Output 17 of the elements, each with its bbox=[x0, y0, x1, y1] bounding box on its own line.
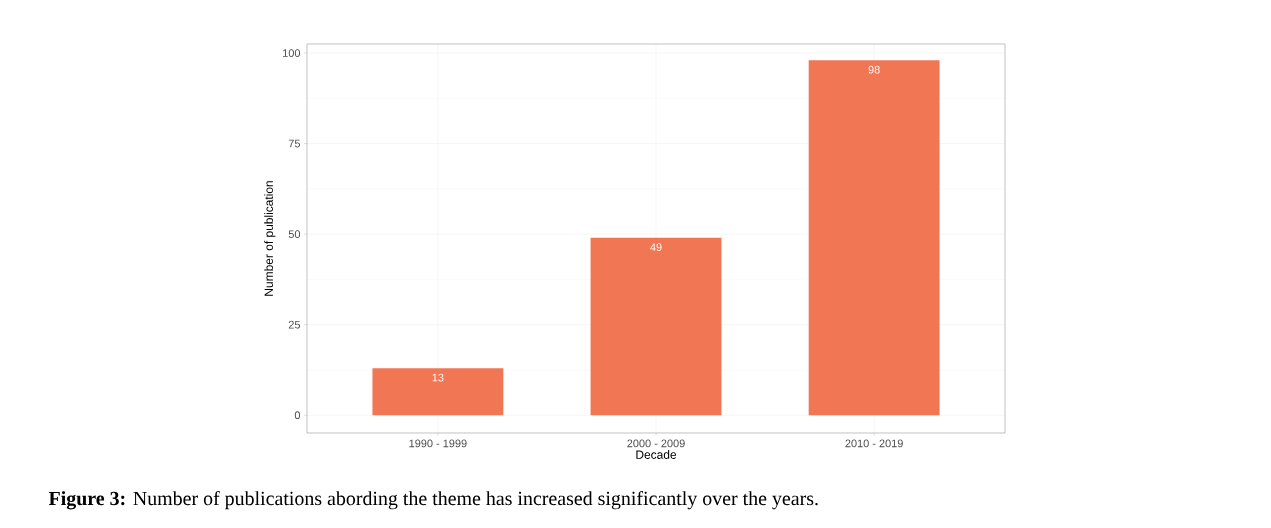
y-tick-label: 50 bbox=[288, 230, 301, 239]
x-tick-label: 1990 - 1999 bbox=[409, 439, 467, 448]
text: Figure 3: Number of publications abording the theme has increased significantly over the years. bbox=[48, 490, 818, 510]
x-tick-label: 2010 - 2019 bbox=[845, 439, 903, 448]
data-label: 49 bbox=[650, 243, 662, 252]
data-label: 98 bbox=[868, 65, 880, 74]
bar bbox=[372, 368, 504, 416]
y-tick-label: 75 bbox=[288, 139, 301, 148]
data-label: 13 bbox=[432, 373, 444, 382]
x-tick-label: 2000 - 2009 bbox=[627, 439, 685, 448]
y-tick-label: 100 bbox=[283, 49, 301, 57]
y-tick-label: 0 bbox=[294, 411, 301, 420]
bar bbox=[808, 60, 940, 416]
bar bbox=[590, 237, 722, 416]
y-axis-title: Number of publication bbox=[264, 181, 276, 296]
y-tick-label: 25 bbox=[288, 320, 301, 329]
x-axis-title: Decade bbox=[636, 450, 677, 459]
